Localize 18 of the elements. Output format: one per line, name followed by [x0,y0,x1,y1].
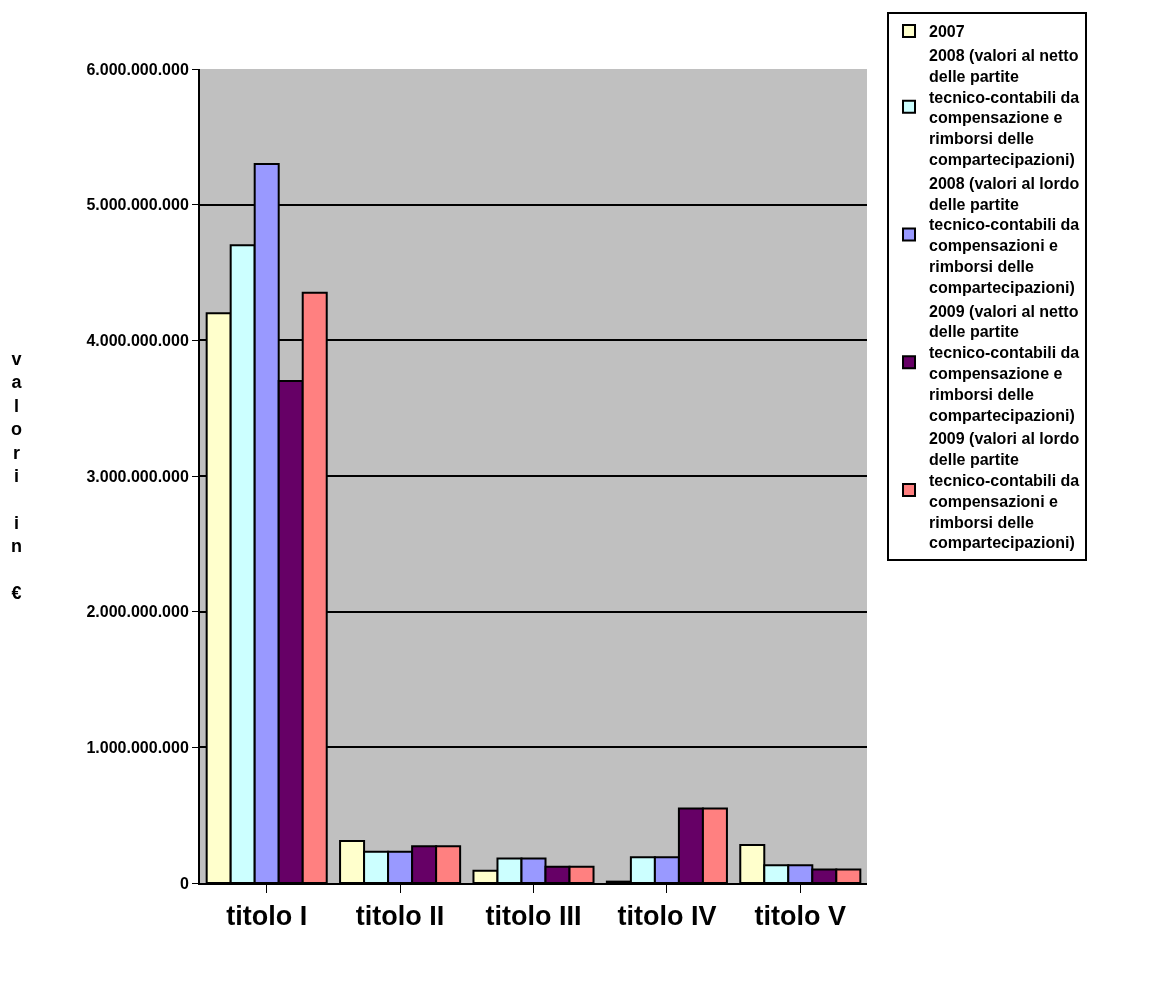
x-tick-label: titolo III [485,901,582,932]
y-tick-label: 3.000.000.000 [86,467,189,485]
legend-label: 2008 (valori al netto delle partite tecnico-contabili da compensazione e rimborsi delle compartecipazioni) [929,46,1080,168]
x-tick-label: titolo IV [617,901,717,932]
x-tick-label: titolo V [754,901,847,932]
text: valori in € [11,349,22,603]
y-tick-label: 4.000.000.000 [86,331,189,349]
x-tick-label: titolo I [226,901,308,932]
legend-label: 2009 (valori al lordo delle partite tecnico-contabili da compensazioni e rimborsi delle compartecipazioni) [929,430,1080,552]
y-tick-label: 2.000.000.000 [86,603,189,621]
y-tick-label: 6.000.000.000 [86,60,189,78]
x-tick-label: titolo II [355,901,445,932]
legend-label: 2007 [929,23,965,41]
legend-label: 2009 (valori al netto delle partite tecnico-contabili da compensazione e rimborsi delle compartecipazioni) [929,302,1080,424]
legend-label: 2008 (valori al lordo delle partite tecnico-contabili da compensazioni e rimborsi delle compartecipazioni) [929,174,1080,296]
y-tick-label: 0 [179,874,189,892]
y-tick-label: 5.000.000.000 [86,196,189,214]
y-tick-label: 1.000.000.000 [86,738,189,756]
